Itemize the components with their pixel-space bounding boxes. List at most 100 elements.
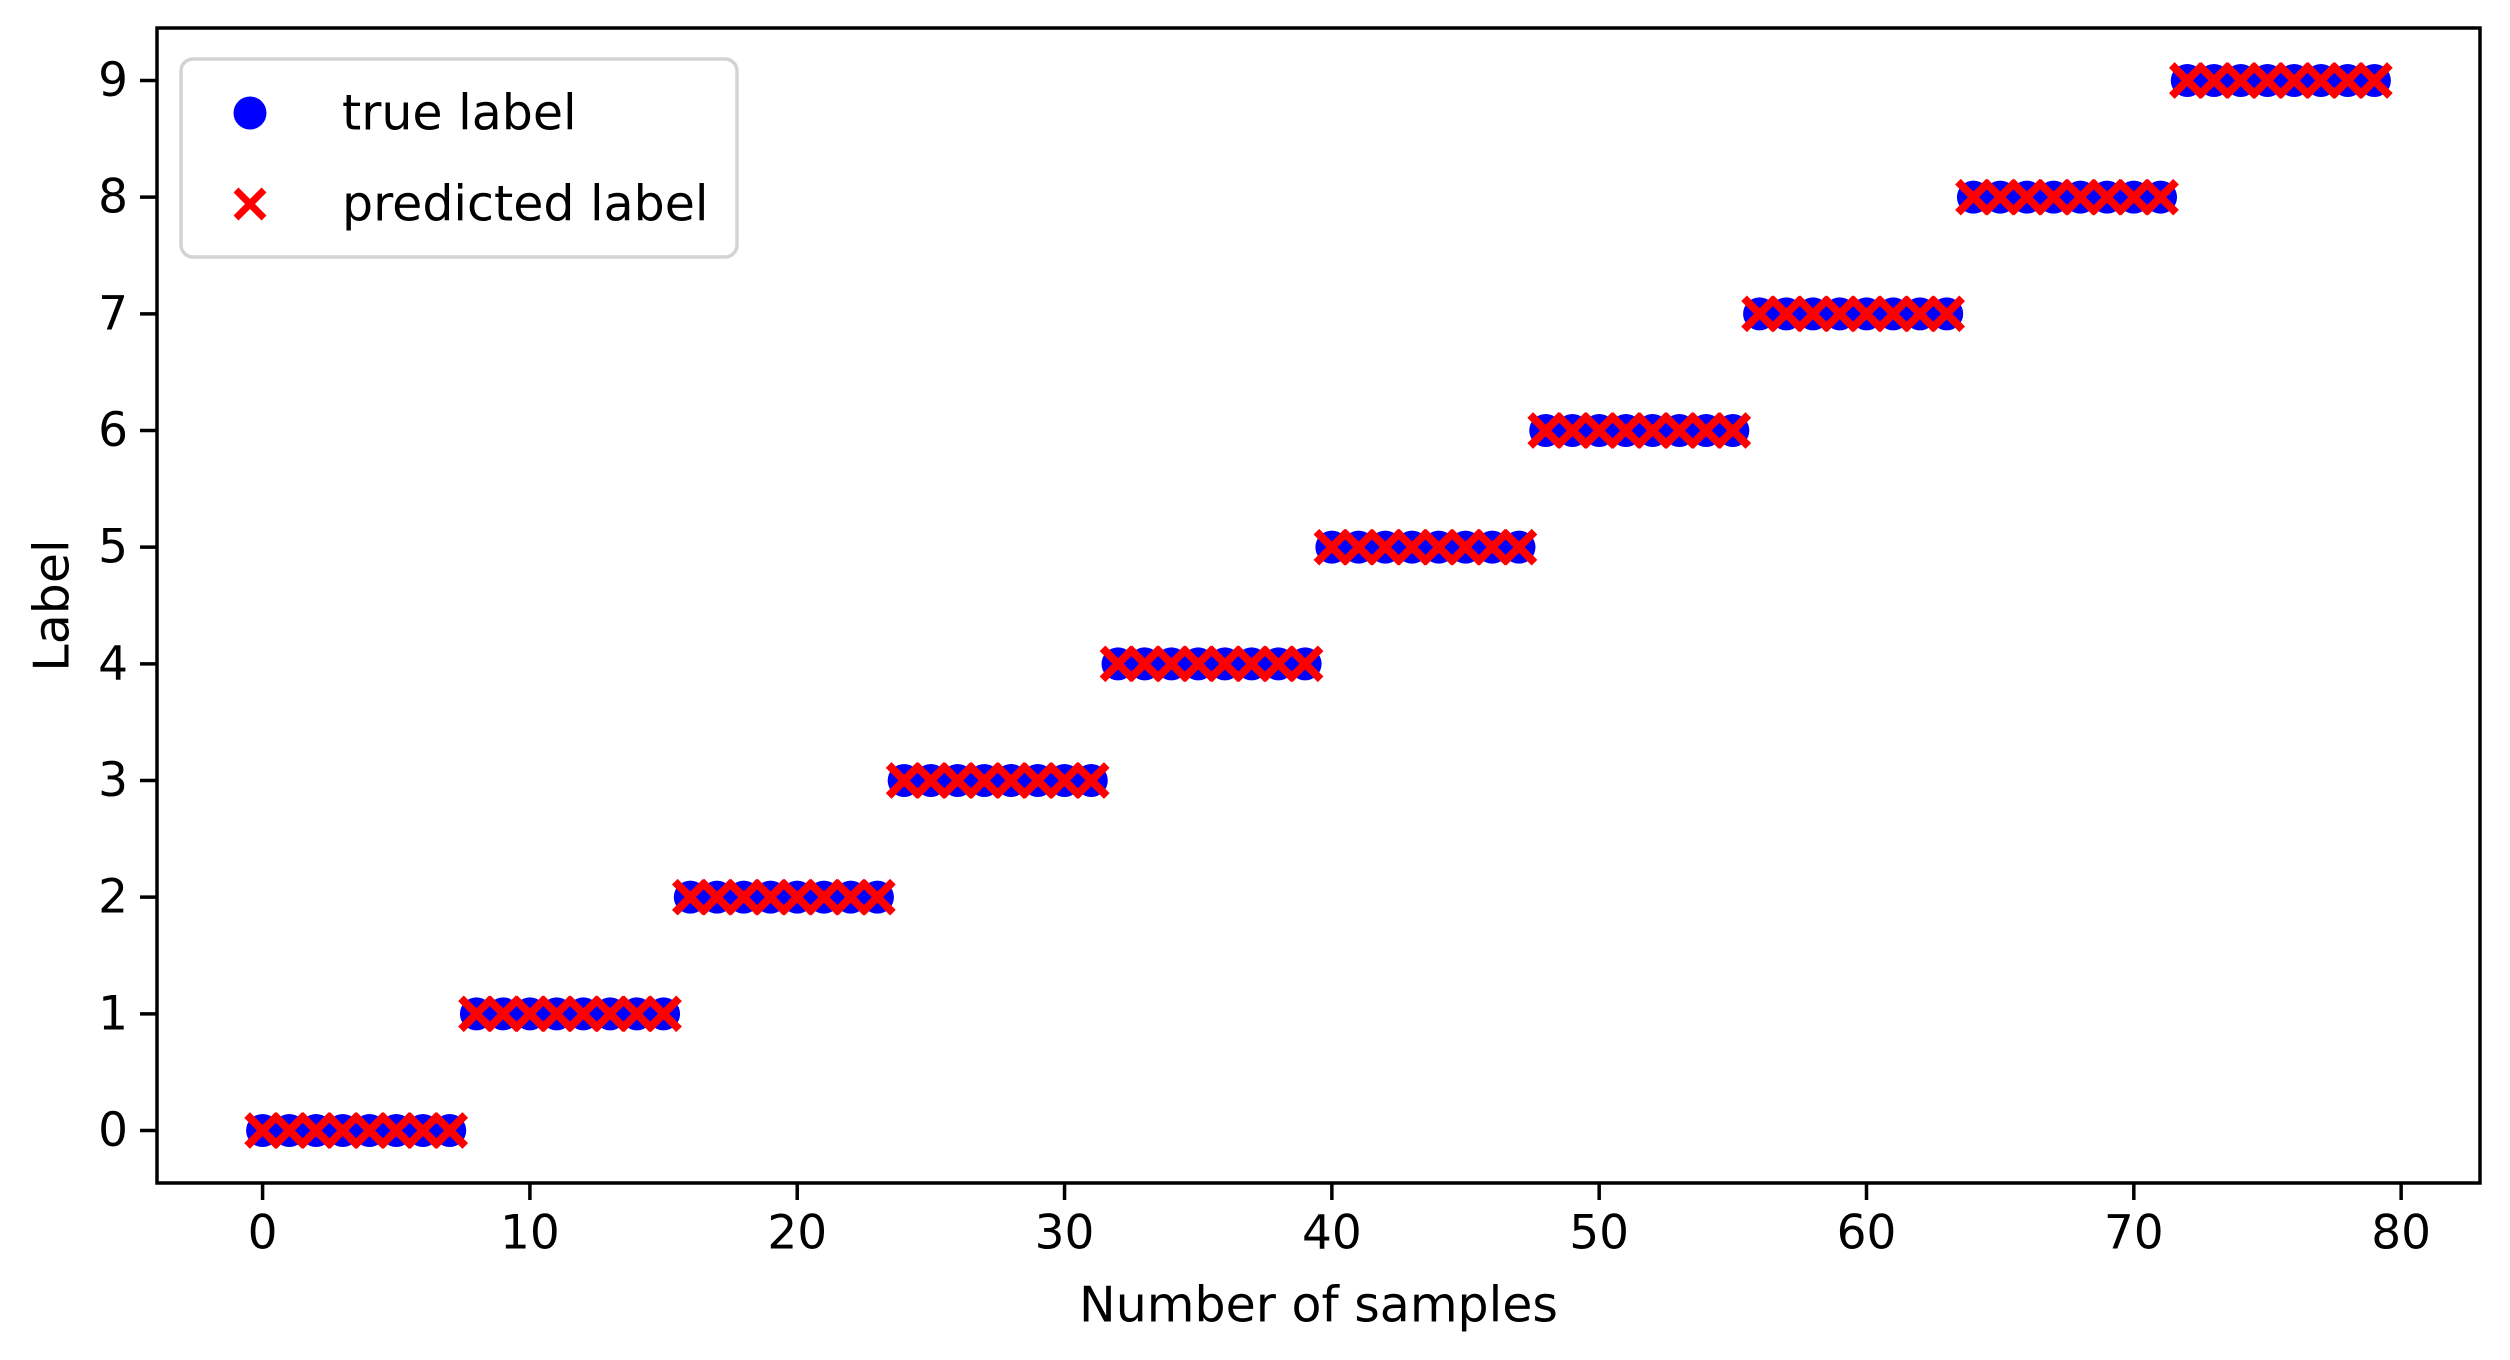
- predicted-label-point: [1286, 645, 1324, 683]
- predicted-label-point: [1233, 645, 1270, 683]
- predicted-label-point: [1634, 412, 1671, 449]
- predicted-label-point: [912, 762, 950, 799]
- predicted-label-point: [1554, 412, 1591, 449]
- legend-predicted-label-marker: [233, 187, 267, 221]
- y-tick-label: 4: [98, 636, 128, 691]
- predicted-label-point: [1099, 645, 1137, 683]
- predicted-label-point: [1153, 645, 1190, 683]
- predicted-label-point: [1687, 412, 1725, 449]
- predicted-label-point: [992, 762, 1030, 799]
- predicted-label-point: [324, 1112, 362, 1149]
- predicted-label-point: [270, 1112, 308, 1149]
- predicted-label-point: [1714, 412, 1752, 449]
- predicted-label-point: [2062, 178, 2099, 216]
- predicted-label-point: [2035, 178, 2072, 216]
- y-tick-label: 9: [98, 53, 128, 108]
- predicted-label-point: [377, 1112, 415, 1149]
- predicted-label-point: [1527, 412, 1565, 449]
- predicted-label-point: [484, 995, 522, 1033]
- predicted-label-point: [1019, 762, 1057, 799]
- x-tick-label: 10: [500, 1205, 560, 1260]
- predicted-label-point: [725, 878, 763, 916]
- predicted-label-point: [2008, 178, 2046, 216]
- predicted-label-point: [1340, 528, 1377, 566]
- predicted-label-point: [671, 878, 709, 916]
- scatter-predicted-label: [244, 62, 2393, 1149]
- predicted-label-point: [511, 995, 549, 1033]
- predicted-label-point: [939, 762, 976, 799]
- predicted-label-point: [1767, 295, 1805, 333]
- predicted-label-point: [2195, 62, 2233, 99]
- predicted-label-point: [2115, 178, 2153, 216]
- predicted-label-point: [1874, 295, 1912, 333]
- x-tick-label: 50: [1569, 1205, 1629, 1260]
- predicted-label-point: [2275, 62, 2313, 99]
- y-axis: 0 1 2 3 4 5 6 7 8 9: [98, 53, 157, 1158]
- y-tick-label: 6: [98, 403, 128, 458]
- predicted-label-point: [805, 878, 843, 916]
- predicted-label-point: [1126, 645, 1164, 683]
- predicted-label-point: [859, 878, 896, 916]
- predicted-label-point: [297, 1112, 335, 1149]
- predicted-label-point: [2356, 62, 2393, 99]
- predicted-label-point: [1260, 645, 1297, 683]
- legend-true-label-text: true label: [342, 85, 577, 142]
- predicted-label-point: [2142, 178, 2179, 216]
- predicted-label-point: [1072, 762, 1110, 799]
- predicted-label-point: [832, 878, 870, 916]
- predicted-label-point: [1848, 295, 1885, 333]
- predicted-label-point: [618, 995, 656, 1033]
- legend-true-label-marker: [233, 96, 267, 130]
- x-tick-label: 70: [2104, 1205, 2164, 1260]
- predicted-label-point: [2088, 178, 2126, 216]
- x-axis-title: Number of samples: [1079, 1277, 1558, 1334]
- predicted-label-point: [1367, 528, 1404, 566]
- legend-predicted-label-text: predicted label: [342, 176, 709, 233]
- x-tick-label: 0: [248, 1205, 278, 1260]
- predicted-label-point: [1741, 295, 1778, 333]
- predicted-label-point: [2168, 62, 2206, 99]
- y-tick-label: 7: [98, 286, 128, 341]
- plot-border: [155, 26, 2482, 1185]
- predicted-label-point: [1607, 412, 1645, 449]
- predicted-label-point: [1473, 528, 1511, 566]
- y-tick-label: 2: [98, 870, 128, 925]
- predicted-label-point: [565, 995, 602, 1033]
- predicted-label-point: [538, 995, 575, 1033]
- predicted-label-point: [1206, 645, 1244, 683]
- predicted-label-point: [885, 762, 923, 799]
- y-tick-label: 0: [98, 1103, 128, 1158]
- predicted-label-point: [591, 995, 629, 1033]
- predicted-label-point: [752, 878, 789, 916]
- y-tick-label: 8: [98, 170, 128, 225]
- predicted-label-point: [1928, 295, 1966, 333]
- predicted-label-point: [1500, 528, 1538, 566]
- y-axis-title: Label: [24, 539, 81, 671]
- y-tick-label: 3: [98, 753, 128, 808]
- predicted-label-point: [778, 878, 816, 916]
- predicted-label-point: [1447, 528, 1484, 566]
- x-tick-label: 80: [2371, 1205, 2431, 1260]
- predicted-label-point: [1179, 645, 1217, 683]
- predicted-label-point: [1046, 762, 1083, 799]
- predicted-label-point: [2329, 62, 2367, 99]
- predicted-label-point: [1420, 528, 1458, 566]
- legend: true label predicted label: [179, 57, 739, 259]
- predicted-label-point: [1661, 412, 1698, 449]
- x-axis: 0 10 20 30 40 50 60 70 80: [248, 1183, 2431, 1260]
- predicted-label-point: [351, 1112, 388, 1149]
- x-tick-label: 60: [1837, 1205, 1897, 1260]
- predicted-label-point: [458, 995, 495, 1033]
- predicted-label-point: [1981, 178, 2019, 216]
- predicted-label-point: [1901, 295, 1939, 333]
- predicted-label-point: [1955, 178, 1992, 216]
- predicted-label-point: [698, 878, 736, 916]
- predicted-label-point: [1393, 528, 1431, 566]
- predicted-label-point: [1794, 295, 1832, 333]
- predicted-label-point: [2222, 62, 2260, 99]
- y-tick-label: 5: [98, 520, 128, 575]
- predicted-label-point: [431, 1112, 469, 1149]
- y-tick-label: 1: [98, 986, 128, 1041]
- x-tick-label: 30: [1035, 1205, 1095, 1260]
